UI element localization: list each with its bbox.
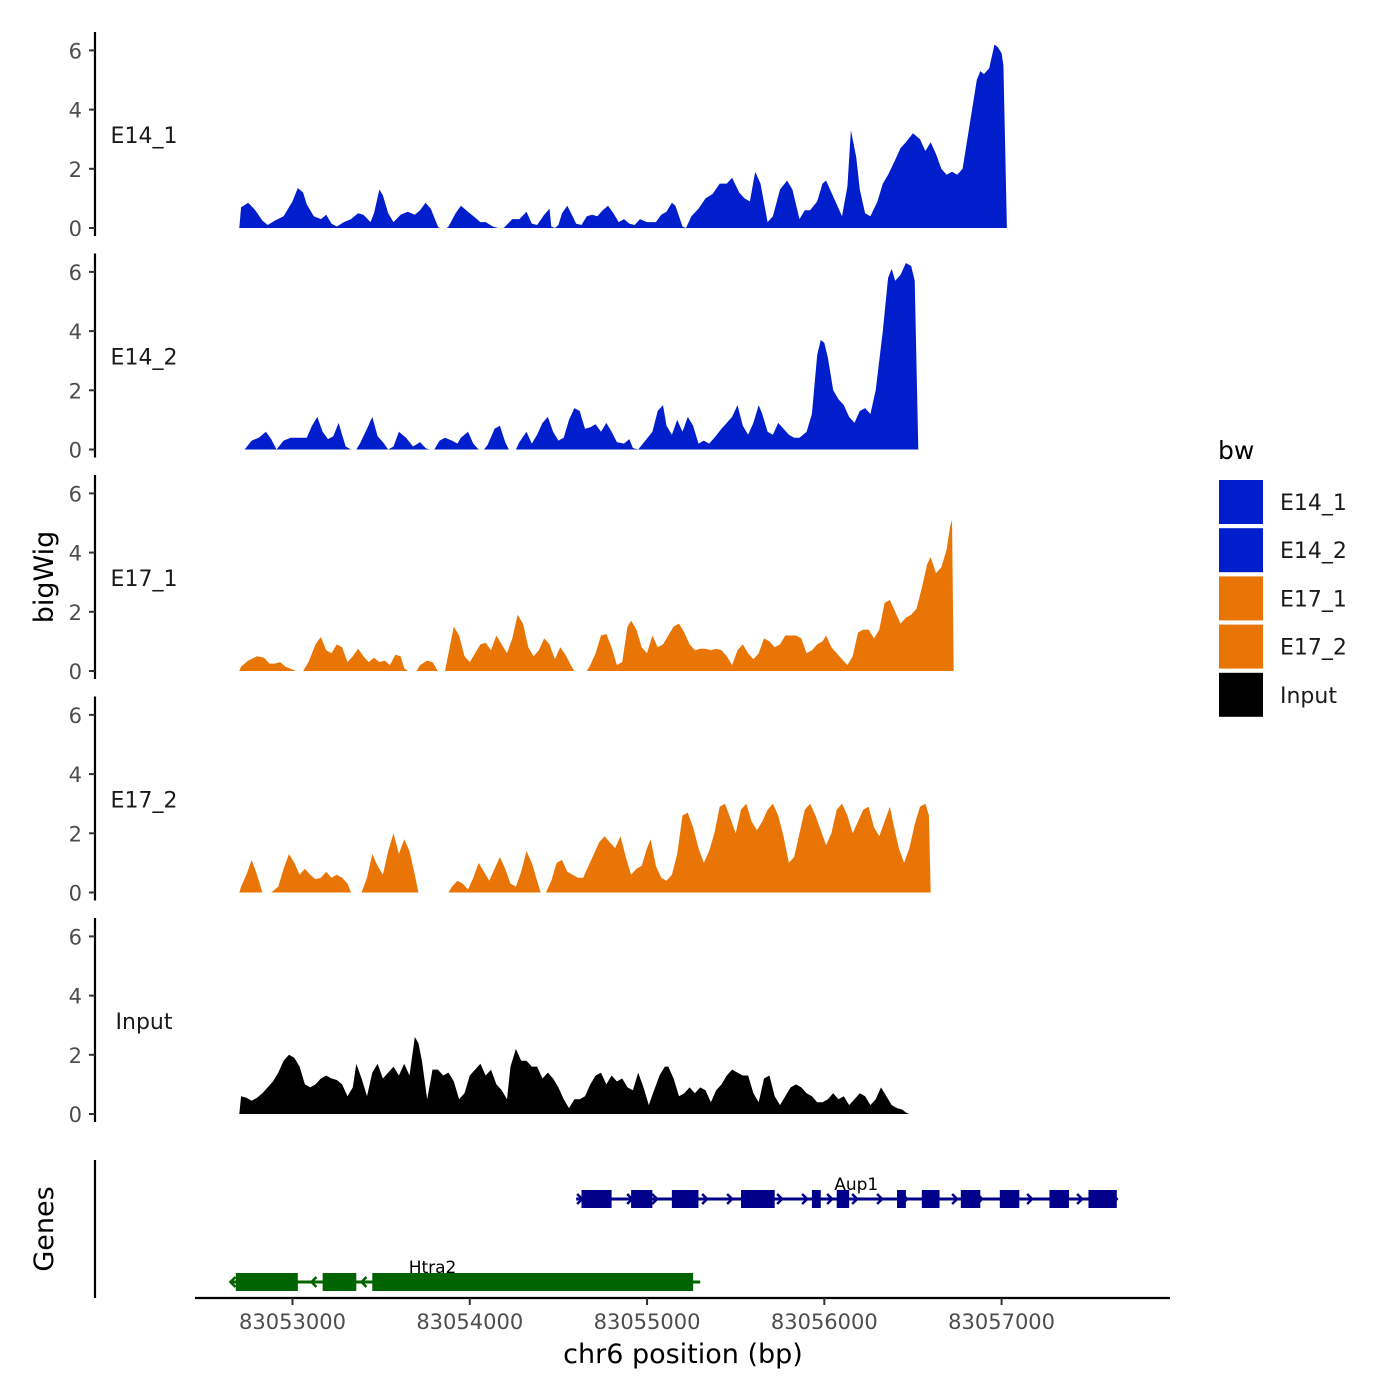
genes-axis-title: Genes xyxy=(29,1186,60,1271)
exon xyxy=(1049,1190,1069,1208)
legend-item-E14_1: E14_1 xyxy=(1219,480,1347,524)
y-tick-label: 4 xyxy=(69,99,82,123)
gene-Aup1: Aup1 xyxy=(576,1175,1119,1208)
y-tick-label: 2 xyxy=(69,601,82,625)
exon xyxy=(921,1190,940,1208)
legend-item-E17_1: E17_1 xyxy=(1219,576,1347,621)
exon xyxy=(1088,1190,1117,1208)
y-tick-label: 6 xyxy=(69,261,82,285)
area-E17_2 xyxy=(239,803,931,893)
y-tick-label: 0 xyxy=(69,660,82,684)
y-tick-label: 4 xyxy=(69,320,82,344)
strand-arrow xyxy=(851,1193,859,1205)
y-tick-label: 2 xyxy=(69,822,82,846)
exon xyxy=(960,1190,981,1208)
legend-swatch xyxy=(1219,528,1263,573)
legend-swatch xyxy=(1219,576,1263,621)
strand-arrow xyxy=(1076,1193,1084,1205)
y-tick-label: 2 xyxy=(69,158,82,182)
y-tick-label: 4 xyxy=(69,763,82,787)
y-tick-label: 0 xyxy=(69,439,82,463)
y-tick-label: 0 xyxy=(69,882,82,906)
panel-E17_1: 0 2 4 6 E17_1 xyxy=(69,475,954,684)
legend-item-E17_2: E17_2 xyxy=(1219,624,1347,669)
legend-item-Input: Input xyxy=(1219,672,1337,717)
panel-Input: 0 2 4 6 Input xyxy=(69,918,910,1127)
panel-E17_2: 0 2 4 6 E17_2 xyxy=(69,696,931,906)
x-tick-label: 83055000 xyxy=(594,1310,701,1334)
exon xyxy=(836,1190,850,1208)
x-axis: 83053000 83054000 83055000 83056000 83057000 xyxy=(195,1296,1170,1334)
panel-label: E14_2 xyxy=(111,346,178,371)
legend-label: E17_1 xyxy=(1280,587,1347,612)
y-tick-label: 2 xyxy=(69,1044,82,1068)
panel-label: Input xyxy=(116,1010,173,1035)
y-tick-label: 6 xyxy=(69,704,82,728)
strand-arrow xyxy=(309,1276,318,1288)
exon xyxy=(811,1190,821,1208)
strand-arrow xyxy=(801,1193,809,1205)
y-axis-title: bigWig xyxy=(29,531,60,624)
strand-arrow xyxy=(701,1193,709,1205)
y-tick-label: 4 xyxy=(69,985,82,1009)
panel-label: E17_2 xyxy=(111,789,178,814)
genes-track: Aup1 Htra2 xyxy=(93,1160,1119,1298)
legend-label: E14_1 xyxy=(1280,491,1347,516)
exon xyxy=(581,1190,612,1208)
strand-arrow xyxy=(726,1193,734,1205)
area-Input xyxy=(239,1037,910,1114)
panel-E14_1: 0 2 4 6 E14_1 xyxy=(69,32,1007,241)
x-tick-label: 83056000 xyxy=(771,1310,878,1334)
strand-arrow xyxy=(876,1193,884,1205)
legend-label: Input xyxy=(1280,684,1337,709)
strand-arrow xyxy=(359,1276,368,1288)
exon xyxy=(671,1190,699,1208)
legend-swatch xyxy=(1219,672,1263,717)
y-tick-label: 2 xyxy=(69,379,82,403)
legend-title: bw xyxy=(1218,436,1254,465)
x-tick-label: 83054000 xyxy=(416,1310,523,1334)
x-axis-title: chr6 position (bp) xyxy=(563,1339,803,1370)
strand-arrow xyxy=(1026,1193,1034,1205)
strand-arrow xyxy=(651,1193,659,1205)
gene-label: Aup1 xyxy=(834,1175,878,1195)
exon xyxy=(322,1273,357,1291)
y-tick-label: 0 xyxy=(69,217,82,241)
x-tick-label: 83053000 xyxy=(239,1310,346,1334)
legend-item-E14_2: E14_2 xyxy=(1219,528,1347,573)
y-tick-label: 0 xyxy=(69,1103,82,1127)
legend-label: E17_2 xyxy=(1280,636,1347,661)
panel-label: E17_1 xyxy=(111,567,178,592)
y-tick-label: 6 xyxy=(69,39,82,63)
area-E14_1 xyxy=(239,44,1007,228)
area-E14_2 xyxy=(244,263,919,450)
strand-arrow xyxy=(776,1193,784,1205)
exon xyxy=(372,1273,694,1291)
panel-E14_2: 0 2 4 6 E14_2 xyxy=(69,253,919,463)
exon xyxy=(235,1273,298,1291)
panel-label: E14_1 xyxy=(111,124,178,149)
gene-Htra2: Htra2 xyxy=(228,1258,701,1291)
legend-swatch xyxy=(1219,624,1263,669)
legend-swatch xyxy=(1219,480,1263,524)
exon xyxy=(741,1190,775,1208)
y-tick-label: 4 xyxy=(69,542,82,566)
x-tick-label: 83057000 xyxy=(948,1310,1055,1334)
strand-arrow xyxy=(228,1276,237,1288)
legend-label: E14_2 xyxy=(1280,539,1347,564)
legend: bw E14_1 E14_2 E17_1 E17_2 Input xyxy=(1218,436,1347,717)
exon xyxy=(897,1190,906,1208)
y-tick-label: 6 xyxy=(69,482,82,506)
strand-arrow xyxy=(951,1193,959,1205)
strand-arrow xyxy=(1110,1193,1119,1205)
exon xyxy=(631,1190,653,1208)
track-panels: 0 2 4 6 E14_1 0 2 4 6 E14_2 0 2 4 6 E17_1 0 2 4 6 E17_2 0 2 4 6… xyxy=(69,32,1007,1127)
area-E17_1 xyxy=(239,520,954,671)
gene-label: Htra2 xyxy=(409,1258,457,1278)
strand-arrow xyxy=(826,1193,834,1205)
exon xyxy=(999,1190,1020,1208)
y-tick-label: 6 xyxy=(69,925,82,949)
